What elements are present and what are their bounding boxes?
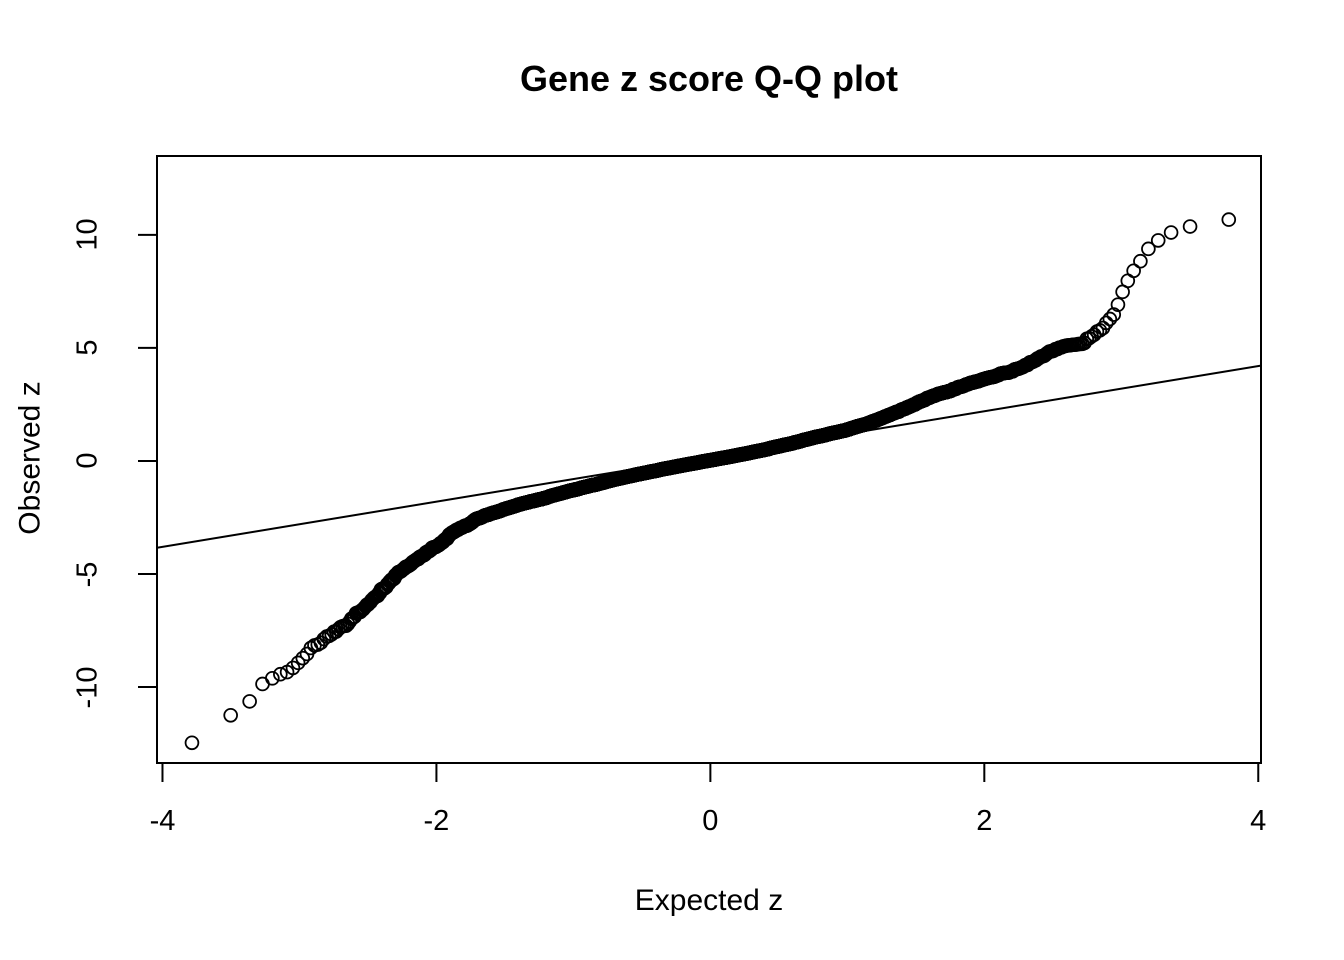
y-tick-label: 5 [71, 339, 104, 356]
x-axis-title: Expected z [634, 884, 784, 917]
y-tick-label: -5 [71, 561, 104, 587]
x-tick-label: 4 [1250, 805, 1267, 837]
x-tick-label: -4 [149, 805, 176, 837]
y-tick-label: 10 [71, 218, 104, 252]
x-tick-label: 0 [702, 805, 719, 837]
x-tick-label: -2 [423, 805, 450, 837]
y-axis-title-wrap: Observed z [12, 308, 50, 608]
y-axis-title: Observed z [14, 381, 47, 535]
y-tick-label: 0 [71, 452, 104, 470]
x-tick-label: 2 [976, 805, 993, 837]
y-tick-label: -10 [71, 666, 104, 708]
chart-title: Gene z score Q-Q plot [519, 58, 899, 99]
